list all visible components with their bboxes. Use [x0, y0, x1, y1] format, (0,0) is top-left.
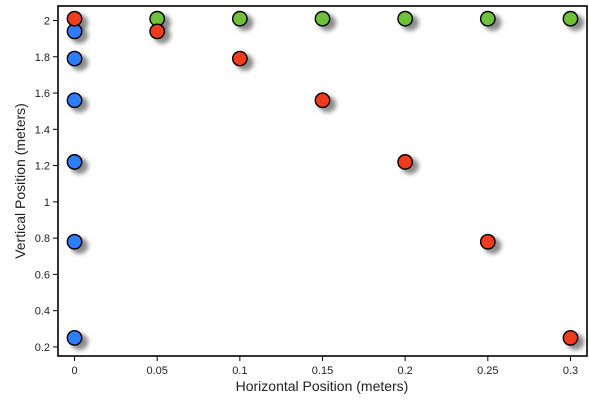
axis-ticks: 0 0.05 0.1 0.15 0.2 0.25 0.3 0.2 0.4 0.6 0.8 1 1.2 1.…	[35, 16, 578, 377]
data-point-series-2	[562, 329, 579, 346]
x-tick-label: 0.2	[398, 365, 413, 377]
y-tick-label: 1.2	[35, 161, 50, 173]
y-tick-label: 2	[44, 16, 50, 28]
data-point-series-2	[66, 10, 83, 27]
data-point-series-0	[66, 154, 83, 170]
data-point-series-0	[66, 50, 83, 67]
y-tick-label: 0.2	[35, 342, 50, 354]
x-tick-label: 0.3	[563, 365, 578, 377]
plot-area	[57, 5, 588, 357]
y-axis-title: Vertical Position (meters)	[12, 103, 28, 259]
y-tick-label: 0.8	[35, 233, 50, 245]
data-point-series-2	[479, 233, 496, 250]
data-point-series-0	[66, 329, 83, 346]
data-point-series-2	[149, 23, 166, 40]
x-axis-title: Horizontal Position (meters)	[236, 378, 409, 394]
data-point-series-1	[397, 10, 414, 27]
x-tick-label: 0.25	[477, 365, 498, 377]
y-tick-label: 1	[44, 197, 50, 209]
data-point-series-2	[231, 50, 248, 67]
data-point-series-2	[314, 92, 331, 109]
data-point-series-1	[479, 10, 496, 27]
data-point-series-2	[397, 154, 414, 170]
data-points	[66, 10, 579, 346]
y-tick-label: 0.6	[35, 269, 50, 281]
data-point-series-1	[231, 10, 248, 27]
data-point-series-0	[66, 92, 83, 109]
y-tick-label: 0.4	[35, 306, 50, 318]
y-tick-label: 1.8	[35, 52, 50, 64]
data-point-series-0	[66, 233, 83, 250]
x-tick-label: 0	[71, 365, 77, 377]
x-tick-label: 0.05	[146, 365, 167, 377]
x-tick-label: 0.1	[232, 365, 247, 377]
y-tick-label: 1.6	[35, 88, 50, 100]
data-point-series-1	[562, 10, 579, 27]
x-tick-label: 0.15	[312, 365, 333, 377]
data-point-series-1	[314, 10, 331, 27]
y-tick-label: 1.4	[35, 124, 50, 136]
